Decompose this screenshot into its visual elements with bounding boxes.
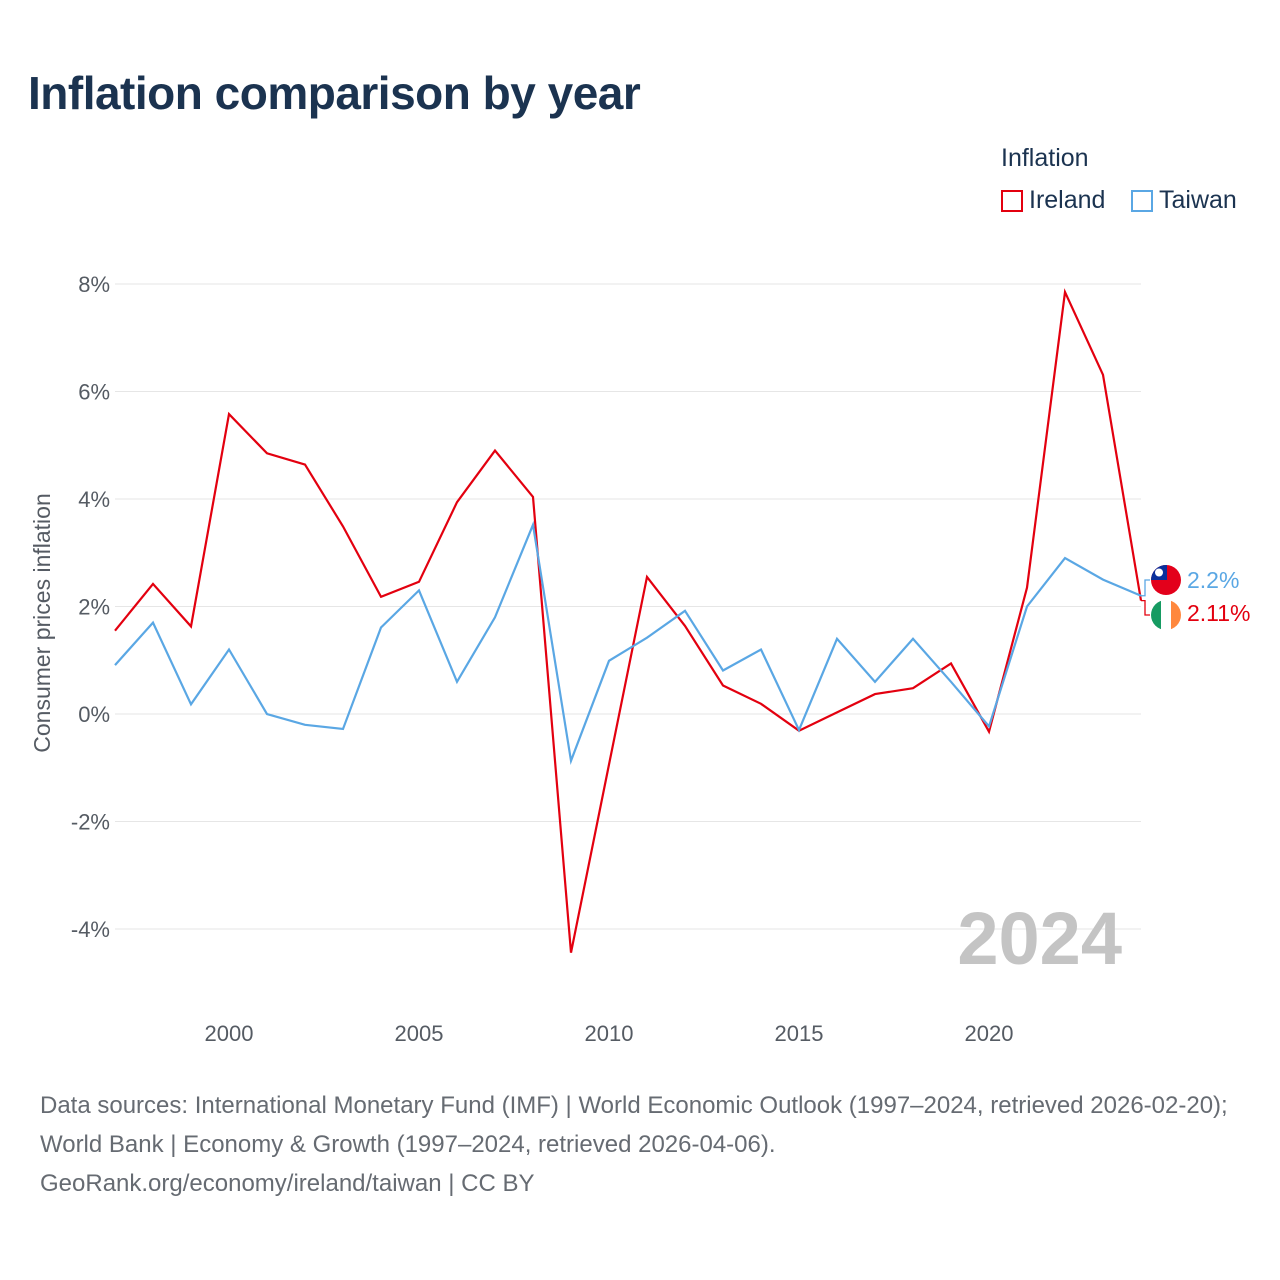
end-label-taiwan: 2.2%: [1187, 567, 1239, 593]
legend-item-taiwan[interactable]: Taiwan: [1131, 186, 1237, 215]
legend-label-ireland: Ireland: [1029, 186, 1106, 214]
source-note: Data sources: International Monetary Fun…: [40, 1086, 1255, 1203]
end-connector-taiwan: [1141, 579, 1150, 597]
x-tick-label: 2015: [775, 1021, 824, 1046]
y-tick-label: 2%: [78, 595, 110, 620]
y-tick-label: -2%: [71, 810, 110, 835]
series-lines: [114, 288, 1143, 953]
series-line-taiwan[interactable]: [114, 520, 1142, 766]
legend-item-ireland[interactable]: Ireland: [1001, 186, 1105, 215]
taiwan-flag-icon: [1151, 565, 1181, 595]
source-line-url[interactable]: GeoRank.org/economy/ireland/taiwan | CC …: [40, 1170, 535, 1197]
y-axis-label: Consumer prices inflation: [29, 493, 55, 753]
y-tick-label: 8%: [78, 272, 110, 297]
y-tick-label: 6%: [78, 380, 110, 405]
x-axis-ticks: 2000 2005 2010 2015 2020: [205, 1021, 1014, 1046]
gridlines: [115, 283, 1141, 930]
end-labels: 2.2% 2.11%: [1141, 565, 1251, 630]
legend-title: Inflation: [1001, 144, 1089, 172]
year-watermark: 2024: [957, 897, 1122, 980]
y-axis-ticks: 8% 6% 4% 2% 0% -2% -4%: [71, 272, 110, 942]
legend-swatch-ireland: [1001, 189, 1023, 212]
legend-swatch-taiwan: [1131, 189, 1153, 212]
x-tick-label: 2005: [395, 1021, 444, 1046]
source-line-data: Data sources: International Monetary Fun…: [40, 1092, 1228, 1158]
y-tick-label: -4%: [71, 917, 110, 942]
x-tick-label: 2020: [965, 1021, 1014, 1046]
chart-title: Inflation comparison by year: [28, 67, 641, 119]
x-tick-label: 2010: [585, 1021, 634, 1046]
end-label-ireland: 2.11%: [1187, 600, 1251, 626]
x-tick-label: 2000: [205, 1021, 254, 1046]
legend-label-taiwan: Taiwan: [1159, 186, 1237, 214]
line-chart: 8% 6% 4% 2% 0% -2% -4% 2000 2005 2010 2015 2020 Co…: [29, 272, 1251, 1046]
y-tick-label: 0%: [78, 702, 110, 727]
ireland-flag-icon: [1151, 600, 1181, 630]
y-tick-label: 4%: [78, 487, 110, 512]
end-connector-ireland: [1141, 599, 1150, 616]
series-line-ireland[interactable]: [114, 288, 1143, 953]
